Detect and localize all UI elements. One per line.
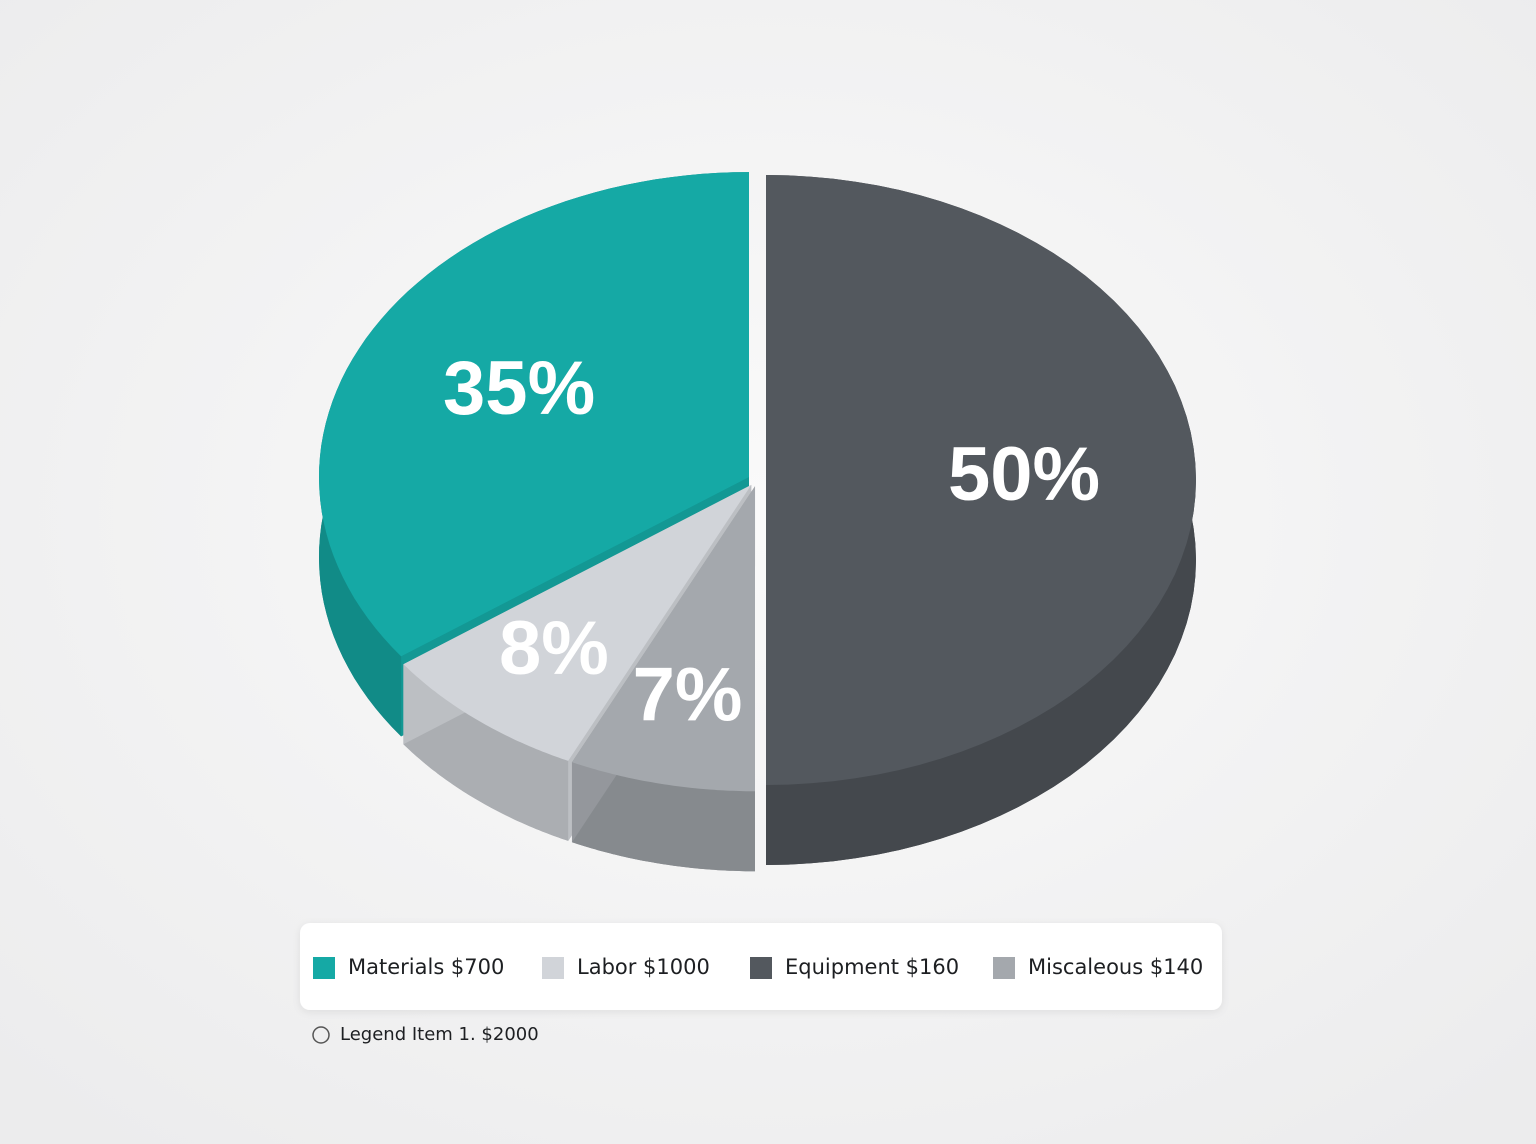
pie-labels: 35% 8% 7% 50% (443, 346, 1100, 738)
slice-label: 50% (948, 432, 1100, 517)
legend-swatch (313, 957, 335, 979)
legend-label: Materials $700 (348, 955, 504, 979)
note-icon (312, 1026, 330, 1044)
note: Legend Item 1. $2000 (340, 1024, 539, 1045)
slice-wall (572, 762, 755, 872)
slice-label: 8% (499, 606, 609, 691)
legend-swatch (542, 957, 564, 979)
legend-swatch (750, 957, 772, 979)
legend-label: Miscaleous $140 (1028, 955, 1203, 979)
legend-swatch (993, 957, 1015, 979)
slice-label: 35% (443, 346, 595, 431)
slice (403, 484, 752, 761)
legend: Materials $700 Labor $1000 Equipment $160 M… (313, 955, 1203, 979)
slice (572, 486, 755, 792)
legend-label: Equipment $160 (785, 955, 959, 979)
slice (766, 175, 1196, 785)
slice-label: 7% (633, 653, 743, 738)
pie-tops (319, 172, 1196, 792)
slice (319, 172, 749, 657)
legend-label: Labor $1000 (577, 955, 710, 979)
